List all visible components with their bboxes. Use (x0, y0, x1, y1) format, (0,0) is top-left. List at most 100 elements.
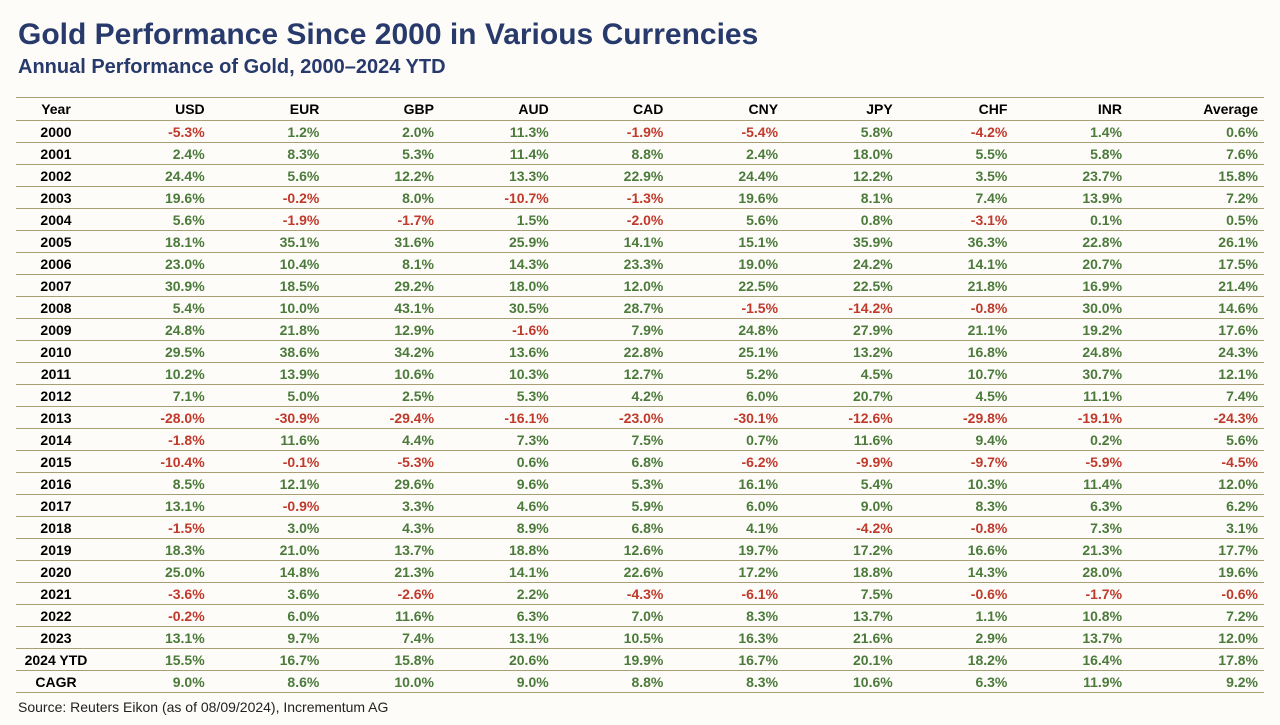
value-cell: 21.3% (1013, 539, 1128, 561)
value-cell: 5.4% (784, 473, 899, 495)
year-cell: 2005 (16, 231, 96, 253)
value-cell: 5.6% (211, 165, 326, 187)
value-cell: 24.4% (669, 165, 784, 187)
value-cell: -4.2% (784, 517, 899, 539)
column-header: CNY (669, 98, 784, 121)
table-row: 201918.3%21.0%13.7%18.8%12.6%19.7%17.2%1… (16, 539, 1264, 561)
average-cell: 24.3% (1128, 341, 1264, 363)
year-cell: 2021 (16, 583, 96, 605)
value-cell: 4.5% (899, 385, 1014, 407)
value-cell: 1.2% (211, 121, 326, 143)
value-cell: 21.8% (211, 319, 326, 341)
value-cell: 22.8% (1013, 231, 1128, 253)
value-cell: 6.3% (899, 671, 1014, 693)
value-cell: -6.1% (669, 583, 784, 605)
value-cell: 30.5% (440, 297, 555, 319)
value-cell: 19.0% (669, 253, 784, 275)
average-cell: 7.6% (1128, 143, 1264, 165)
value-cell: 21.8% (899, 275, 1014, 297)
average-cell: 21.4% (1128, 275, 1264, 297)
value-cell: 12.6% (555, 539, 670, 561)
value-cell: 9.6% (440, 473, 555, 495)
average-cell: 17.5% (1128, 253, 1264, 275)
value-cell: 8.3% (669, 671, 784, 693)
table-body: 2000-5.3%1.2%2.0%11.3%-1.9%-5.4%5.8%-4.2… (16, 121, 1264, 693)
value-cell: 16.1% (669, 473, 784, 495)
value-cell: -9.7% (899, 451, 1014, 473)
value-cell: 6.0% (669, 385, 784, 407)
value-cell: 5.3% (325, 143, 440, 165)
value-cell: 10.7% (899, 363, 1014, 385)
value-cell: 14.1% (440, 561, 555, 583)
table-row: 200730.9%18.5%29.2%18.0%12.0%22.5%22.5%2… (16, 275, 1264, 297)
year-cell: 2024 YTD (16, 649, 96, 671)
value-cell: 8.1% (784, 187, 899, 209)
average-cell: 15.8% (1128, 165, 1264, 187)
value-cell: -0.2% (211, 187, 326, 209)
value-cell: -1.9% (211, 209, 326, 231)
value-cell: 14.3% (899, 561, 1014, 583)
value-cell: 8.9% (440, 517, 555, 539)
value-cell: -10.4% (96, 451, 211, 473)
value-cell: 29.6% (325, 473, 440, 495)
value-cell: -1.5% (96, 517, 211, 539)
value-cell: 10.3% (899, 473, 1014, 495)
column-header: CHF (899, 98, 1014, 121)
value-cell: -3.1% (899, 209, 1014, 231)
value-cell: 10.4% (211, 253, 326, 275)
value-cell: 20.6% (440, 649, 555, 671)
value-cell: 3.3% (325, 495, 440, 517)
table-row: 202313.1%9.7%7.4%13.1%10.5%16.3%21.6%2.9… (16, 627, 1264, 649)
value-cell: 9.0% (96, 671, 211, 693)
value-cell: 1.1% (899, 605, 1014, 627)
value-cell: 16.7% (211, 649, 326, 671)
value-cell: 18.1% (96, 231, 211, 253)
value-cell: 14.3% (440, 253, 555, 275)
value-cell: 2.4% (96, 143, 211, 165)
year-cell: 2013 (16, 407, 96, 429)
year-cell: 2006 (16, 253, 96, 275)
average-cell: 9.2% (1128, 671, 1264, 693)
value-cell: 12.9% (325, 319, 440, 341)
value-cell: -29.8% (899, 407, 1014, 429)
column-header: JPY (784, 98, 899, 121)
value-cell: 36.3% (899, 231, 1014, 253)
table-row: 2018-1.5%3.0%4.3%8.9%6.8%4.1%-4.2%-0.8%7… (16, 517, 1264, 539)
value-cell: 27.9% (784, 319, 899, 341)
average-cell: 17.6% (1128, 319, 1264, 341)
value-cell: 25.0% (96, 561, 211, 583)
value-cell: 5.2% (669, 363, 784, 385)
value-cell: 16.3% (669, 627, 784, 649)
value-cell: 13.1% (96, 495, 211, 517)
year-cell: 2019 (16, 539, 96, 561)
average-cell: 0.6% (1128, 121, 1264, 143)
column-header: EUR (211, 98, 326, 121)
year-cell: 2018 (16, 517, 96, 539)
value-cell: 11.6% (325, 605, 440, 627)
table-row: 201110.2%13.9%10.6%10.3%12.7%5.2%4.5%10.… (16, 363, 1264, 385)
value-cell: 5.6% (96, 209, 211, 231)
value-cell: -0.2% (96, 605, 211, 627)
value-cell: 15.8% (325, 649, 440, 671)
value-cell: 24.8% (96, 319, 211, 341)
value-cell: -5.3% (96, 121, 211, 143)
value-cell: 11.1% (1013, 385, 1128, 407)
column-header: GBP (325, 98, 440, 121)
column-header: Average (1128, 98, 1264, 121)
value-cell: 10.0% (211, 297, 326, 319)
value-cell: 11.9% (1013, 671, 1128, 693)
value-cell: 5.3% (440, 385, 555, 407)
average-cell: 7.2% (1128, 605, 1264, 627)
value-cell: 18.0% (440, 275, 555, 297)
year-cell: 2022 (16, 605, 96, 627)
year-cell: 2008 (16, 297, 96, 319)
value-cell: 2.4% (669, 143, 784, 165)
year-cell: 2015 (16, 451, 96, 473)
value-cell: 7.9% (555, 319, 670, 341)
value-cell: 24.4% (96, 165, 211, 187)
value-cell: 21.3% (325, 561, 440, 583)
value-cell: 12.2% (325, 165, 440, 187)
value-cell: 2.0% (325, 121, 440, 143)
value-cell: 21.0% (211, 539, 326, 561)
year-cell: 2020 (16, 561, 96, 583)
